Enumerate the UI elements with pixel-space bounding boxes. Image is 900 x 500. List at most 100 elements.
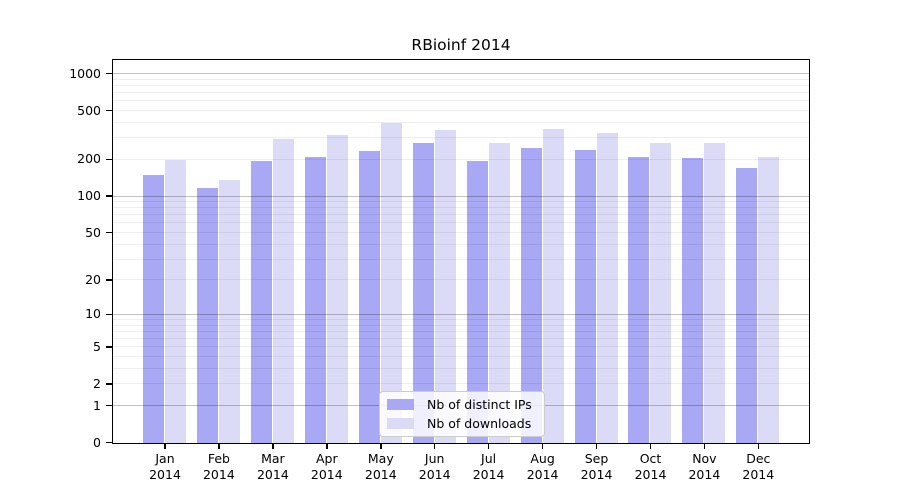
y-tick-mark xyxy=(106,195,112,197)
bar-distinct-ips-nov xyxy=(682,158,704,443)
legend-swatch-downloads-icon xyxy=(387,418,414,429)
minor-gridline xyxy=(113,346,809,348)
y-tick-mark xyxy=(106,383,112,385)
y-tick-label: 20 xyxy=(85,271,101,287)
y-tick-mark xyxy=(106,158,112,160)
bar-distinct-ips-may xyxy=(358,151,380,443)
legend-item-distinct-ips: Nb of distinct IPs xyxy=(387,398,532,411)
bar-distinct-ips-apr xyxy=(304,157,326,443)
bar-downloads-aug xyxy=(542,128,564,443)
x-tick-label-feb: Feb 2014 xyxy=(202,451,235,482)
y-tick-mark xyxy=(106,313,112,316)
y-tick-mark xyxy=(106,441,112,444)
plot-area xyxy=(112,59,810,444)
y-tick-mark xyxy=(106,346,112,348)
legend-swatch-distinct-ips-icon xyxy=(387,399,414,410)
minor-gridline xyxy=(113,330,809,332)
bar-distinct-ips-sep xyxy=(574,150,596,443)
x-tick-mark xyxy=(487,444,490,449)
x-tick-mark xyxy=(433,444,436,449)
y-tick-mark xyxy=(106,231,112,234)
minor-gridline xyxy=(113,324,809,326)
minor-gridline xyxy=(113,84,809,86)
bar-distinct-ips-feb xyxy=(196,187,218,443)
bar-distinct-ips-jul xyxy=(466,161,488,443)
x-tick-label-may: May 2014 xyxy=(364,451,397,482)
y-tick-mark xyxy=(106,72,112,75)
x-tick-label-aug: Aug 2014 xyxy=(526,451,559,482)
x-tick-mark xyxy=(218,444,220,449)
minor-gridline xyxy=(113,78,809,80)
bar-distinct-ips-aug xyxy=(520,147,542,443)
x-tick-label-oct: Oct 2014 xyxy=(634,451,667,482)
bar-downloads-sep xyxy=(596,133,618,443)
minor-gridline xyxy=(113,214,809,216)
bar-distinct-ips-jan xyxy=(143,175,164,443)
x-tick-mark xyxy=(649,444,652,449)
minor-gridline xyxy=(113,243,809,245)
chart-title: RBioinf 2014 xyxy=(411,36,511,54)
x-tick-mark xyxy=(541,444,544,449)
minor-gridline xyxy=(113,319,809,320)
legend: Nb of distinct IPs Nb of downloads xyxy=(379,391,545,437)
minor-gridline xyxy=(113,222,809,224)
minor-gridline xyxy=(113,201,809,203)
x-tick-label-mar: Mar 2014 xyxy=(256,451,289,482)
x-tick-label-jan: Jan 2014 xyxy=(149,451,181,482)
minor-gridline xyxy=(113,207,809,209)
x-tick-label-jun: Jun 2014 xyxy=(418,451,451,482)
bar-downloads-nov xyxy=(704,143,726,443)
minor-gridline xyxy=(113,110,809,111)
major-gridline xyxy=(113,313,809,315)
bar-downloads-may xyxy=(380,122,402,443)
bar-distinct-ips-jun xyxy=(412,142,434,443)
y-tick-mark xyxy=(106,279,112,281)
legend-label-distinct-ips: Nb of distinct IPs xyxy=(427,397,532,412)
minor-gridline xyxy=(113,137,809,139)
minor-gridline xyxy=(113,158,809,160)
x-tick-mark xyxy=(595,444,598,449)
minor-gridline xyxy=(113,232,809,233)
minor-gridline xyxy=(113,356,809,357)
y-tick-label: 0 xyxy=(93,434,101,450)
minor-gridline xyxy=(113,100,809,102)
x-tick-label-nov: Nov 2014 xyxy=(688,451,721,482)
x-tick-mark xyxy=(164,444,166,449)
minor-gridline xyxy=(113,383,809,385)
bar-downloads-jan xyxy=(165,160,186,443)
y-tick-label: 200 xyxy=(77,151,101,167)
x-tick-label-jul: Jul 2014 xyxy=(472,451,505,482)
x-tick-mark xyxy=(380,444,382,449)
x-tick-mark xyxy=(326,444,328,449)
x-tick-label-dec: Dec 2014 xyxy=(742,451,775,482)
legend-item-downloads: Nb of downloads xyxy=(387,417,532,430)
x-tick-mark xyxy=(703,444,706,449)
bar-downloads-feb xyxy=(218,179,240,443)
major-gridline xyxy=(113,195,809,197)
bar-downloads-mar xyxy=(272,139,294,443)
bar-distinct-ips-dec xyxy=(736,167,758,443)
minor-gridline xyxy=(113,121,809,123)
minor-gridline xyxy=(113,279,809,281)
minor-gridline xyxy=(113,258,809,260)
y-tick-mark xyxy=(106,404,112,407)
bar-distinct-ips-oct xyxy=(628,157,650,443)
y-tick-label: 1 xyxy=(93,397,101,413)
minor-gridline xyxy=(113,338,809,340)
bar-downloads-jun xyxy=(434,130,456,443)
bar-downloads-oct xyxy=(650,143,672,443)
y-tick-label: 1000 xyxy=(69,65,101,81)
y-tick-label: 500 xyxy=(77,102,101,118)
y-tick-label: 50 xyxy=(85,224,101,240)
x-tick-mark xyxy=(757,444,760,449)
legend-label-downloads: Nb of downloads xyxy=(427,416,532,431)
minor-gridline xyxy=(113,92,809,93)
major-gridline xyxy=(113,73,809,74)
bar-downloads-jul xyxy=(488,143,510,443)
minor-gridline xyxy=(113,368,809,369)
bar-downloads-dec xyxy=(758,156,780,443)
y-tick-label: 100 xyxy=(77,188,101,203)
bar-distinct-ips-mar xyxy=(250,161,272,443)
x-tick-mark xyxy=(272,444,274,449)
